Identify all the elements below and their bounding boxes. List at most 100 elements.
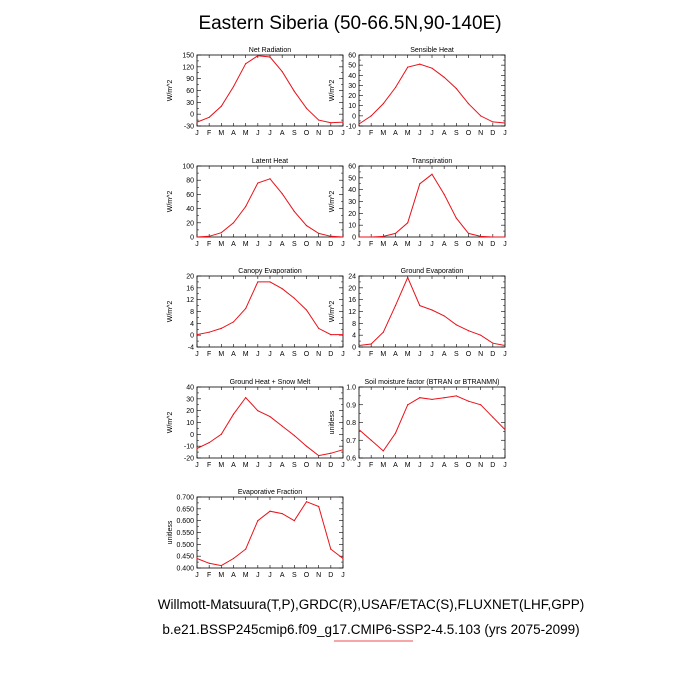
data-point xyxy=(358,123,360,125)
y-tick-label: 0 xyxy=(190,112,194,119)
y-tick-label: 0 xyxy=(190,235,194,242)
x-tick-label: O xyxy=(466,241,472,248)
y-axis-label: W/m^2 xyxy=(167,191,174,213)
data-point xyxy=(330,235,332,237)
x-tick-label: A xyxy=(393,351,398,358)
y-tick-label: 60 xyxy=(186,192,194,199)
x-tick-label: A xyxy=(280,351,285,358)
x-tick-label: J xyxy=(268,241,272,248)
y-tick-label: 20 xyxy=(348,211,356,218)
panel-title: Ground Evaporation xyxy=(401,268,464,275)
x-tick-label: M xyxy=(243,572,249,579)
x-tick-label: J xyxy=(268,351,272,358)
data-point xyxy=(281,512,283,515)
data-point xyxy=(431,67,433,69)
data-point xyxy=(318,455,320,457)
y-tick-label: 60 xyxy=(348,53,356,60)
data-point xyxy=(208,331,210,333)
data-point xyxy=(431,309,433,311)
data-point xyxy=(232,557,235,560)
data-point xyxy=(358,429,360,431)
x-tick-label: J xyxy=(357,241,361,248)
data-point xyxy=(504,344,506,347)
series-line xyxy=(359,173,505,238)
data-point xyxy=(419,183,421,185)
footer-line-1: Willmott-Matsuura(T,P),GRDC(R),USAF/ETAC… xyxy=(158,597,585,612)
data-point xyxy=(245,397,247,399)
x-tick-label: J xyxy=(195,241,199,248)
y-tick-label: 0.700 xyxy=(176,495,194,502)
data-point xyxy=(455,324,457,326)
y-tick-label: 100 xyxy=(182,164,194,171)
data-point xyxy=(394,232,397,235)
x-tick-label: O xyxy=(466,130,472,137)
x-tick-label: M xyxy=(380,351,386,358)
y-tick-label: 40 xyxy=(186,206,194,213)
data-point xyxy=(232,321,235,323)
x-tick-label: A xyxy=(280,241,285,248)
x-tick-label: M xyxy=(218,572,224,579)
y-tick-label: 8 xyxy=(352,321,356,328)
x-tick-label: J xyxy=(357,351,361,358)
data-point xyxy=(382,331,384,333)
data-point xyxy=(281,193,283,195)
x-tick-label: N xyxy=(478,351,483,358)
data-point xyxy=(342,449,344,451)
data-point xyxy=(342,557,344,560)
data-point xyxy=(257,520,259,522)
series-line xyxy=(358,63,506,125)
y-tick-label: 4 xyxy=(352,333,356,340)
y-tick-label: 30 xyxy=(186,100,194,107)
x-tick-label: F xyxy=(207,130,211,137)
y-axis-label: W/m^2 xyxy=(329,191,336,213)
x-tick-label: D xyxy=(328,572,333,579)
plot-frame xyxy=(196,386,344,459)
x-tick-label: J xyxy=(256,572,260,579)
x-tick-label: J xyxy=(341,462,345,469)
x-tick-label: J xyxy=(268,572,272,579)
x-tick-label: M xyxy=(380,241,386,248)
data-point xyxy=(257,410,259,412)
x-tick-label: A xyxy=(442,351,447,358)
data-point xyxy=(419,304,421,307)
y-tick-label: 20 xyxy=(348,285,356,292)
x-tick-label: D xyxy=(328,130,333,137)
data-point xyxy=(293,210,295,213)
data-point xyxy=(220,327,222,329)
y-tick-label: 16 xyxy=(186,285,194,292)
panel-title: Sensible Heat xyxy=(410,47,454,54)
data-point xyxy=(330,122,332,124)
y-tick-label: 20 xyxy=(186,220,194,227)
x-tick-label: A xyxy=(231,130,236,137)
plot-frame xyxy=(358,165,506,238)
x-tick-label: J xyxy=(430,130,434,137)
x-tick-label: O xyxy=(466,351,472,358)
x-tick-label: J xyxy=(418,130,422,137)
data-point xyxy=(220,232,222,234)
y-tick-label: -20 xyxy=(184,456,194,463)
x-tick-label: M xyxy=(218,130,224,137)
x-tick-label: M xyxy=(243,351,249,358)
data-point xyxy=(492,236,494,238)
y-tick-label: 90 xyxy=(186,76,194,83)
x-tick-label: J xyxy=(341,130,345,137)
y-tick-label: 16 xyxy=(348,297,356,304)
data-point xyxy=(305,501,308,503)
data-point xyxy=(504,429,506,431)
data-point xyxy=(492,416,494,418)
data-point xyxy=(342,236,344,238)
data-point xyxy=(220,565,222,567)
y-tick-label: 0 xyxy=(352,113,356,120)
x-tick-label: F xyxy=(207,351,211,358)
series-line xyxy=(196,55,344,124)
x-tick-label: D xyxy=(490,130,495,137)
data-point xyxy=(407,222,409,224)
x-tick-label: F xyxy=(207,462,211,469)
x-tick-label: M xyxy=(243,130,249,137)
x-tick-label: M xyxy=(380,130,386,137)
data-point xyxy=(232,222,235,224)
y-tick-label: 40 xyxy=(348,73,356,80)
